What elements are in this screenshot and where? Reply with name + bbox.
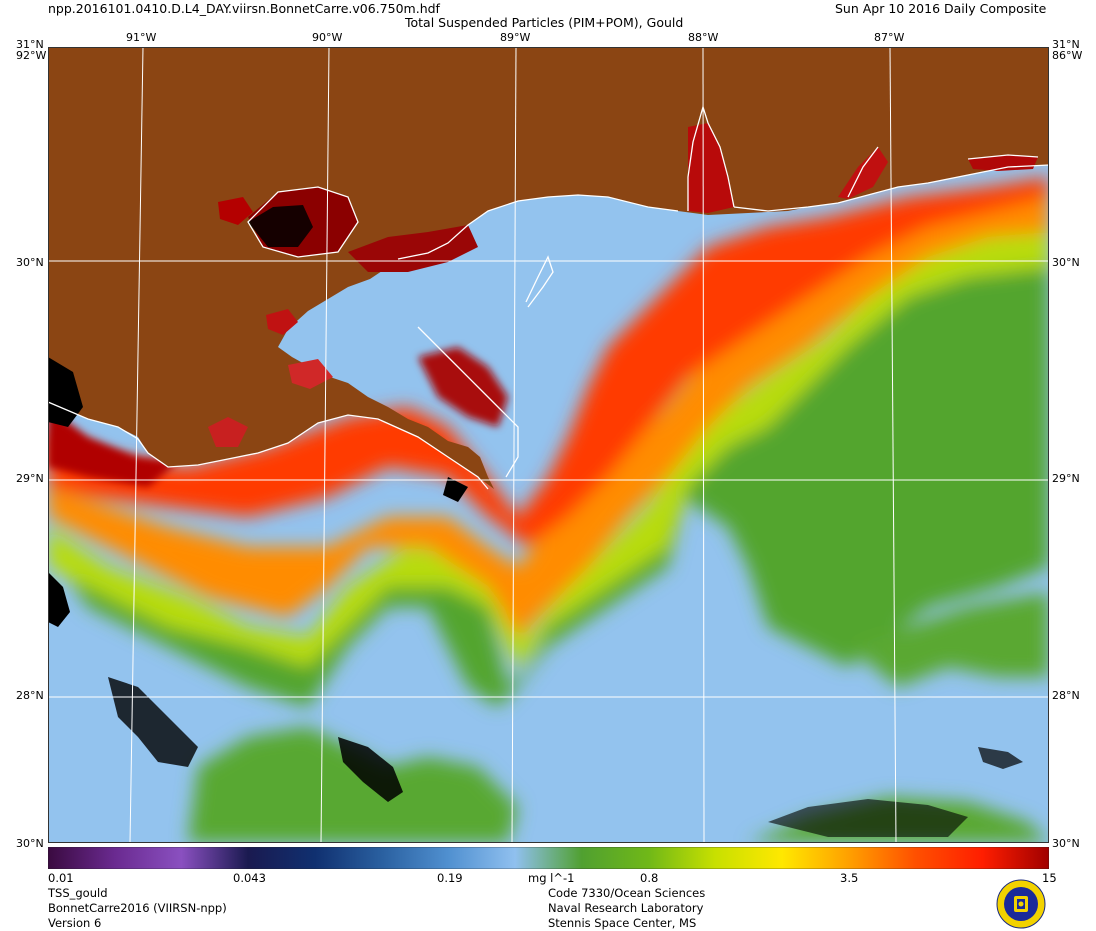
lake-small-1 [266, 309, 298, 335]
corner-bottom-left: 30°N [16, 837, 44, 850]
corner-top-left-lat: 31°N [16, 38, 44, 51]
footer-location: Stennis Space Center, MS [548, 916, 697, 930]
cbar-tick-2: 0.043 [233, 871, 266, 885]
lake-maurepas [218, 197, 253, 225]
plume-yellow [48, 227, 1049, 667]
lake-borgne [348, 225, 478, 272]
cbar-tick-4: 0.8 [640, 871, 659, 885]
lat-label-right-28n: 28°N [1052, 689, 1080, 702]
lake-small-2 [208, 417, 248, 447]
lon-label-90w: 90°W [312, 31, 343, 44]
filename-label: npp.2016101.0410.D.L4_DAY.viirsn.BonnetC… [48, 1, 440, 16]
cbar-tick-5: 3.5 [840, 871, 859, 885]
corner-top-right-lon: 86°W [1052, 49, 1083, 62]
date-label: Sun Apr 10 2016 Daily Composite [835, 1, 1047, 16]
footer-version: Version 6 [48, 916, 102, 930]
nrl-seal-icon [996, 879, 1046, 929]
plume-green-south [188, 727, 518, 843]
cbar-tick-1: 0.01 [48, 871, 74, 885]
lon-label-91w: 91°W [126, 31, 157, 44]
lat-label-right-29n: 29°N [1052, 472, 1080, 485]
cbar-tick-6: 15 [1042, 871, 1057, 885]
corner-top-left-lon: 92°W [16, 49, 47, 62]
pensacola-bay [838, 147, 888, 199]
satellite-map [48, 47, 1049, 843]
lon-label-87w: 87°W [874, 31, 905, 44]
lake-small-3 [288, 359, 333, 389]
delta-darkred [418, 347, 508, 427]
lon-label-88w: 88°W [688, 31, 719, 44]
plume-green-east [848, 592, 1049, 687]
lat-label-left-28n: 28°N [16, 689, 44, 702]
coastline [48, 104, 1049, 490]
cbar-tick-3: 0.19 [437, 871, 463, 885]
lat-label-left-30n: 30°N [16, 256, 44, 269]
footer-product: TSS_gould [48, 886, 108, 900]
mobile-bay [688, 123, 734, 213]
cbar-unit: mg l^-1 [528, 871, 575, 885]
colorbar [48, 847, 1049, 869]
plume-orange [48, 197, 1049, 637]
corner-top-right-lat: 31°N [1052, 38, 1080, 51]
footer-lab: Naval Research Laboratory [548, 901, 704, 915]
plume-green [48, 267, 1049, 707]
cloud-patches [48, 205, 1023, 837]
plume-red [48, 177, 1049, 547]
corner-bottom-right: 30°N [1052, 837, 1080, 850]
lat-label-right-30n: 30°N [1052, 256, 1080, 269]
lat-label-left-29n: 29°N [16, 472, 44, 485]
coastal-darkred [48, 407, 178, 487]
lat-lon-grid [48, 47, 1049, 843]
lon-label-89w: 89°W [500, 31, 531, 44]
map-title: Total Suspended Particles (PIM+POM), Gou… [405, 15, 684, 30]
footer-code: Code 7330/Ocean Sciences [548, 886, 706, 900]
footer-dataset: BonnetCarre2016 (VIIRSN-npp) [48, 901, 227, 915]
